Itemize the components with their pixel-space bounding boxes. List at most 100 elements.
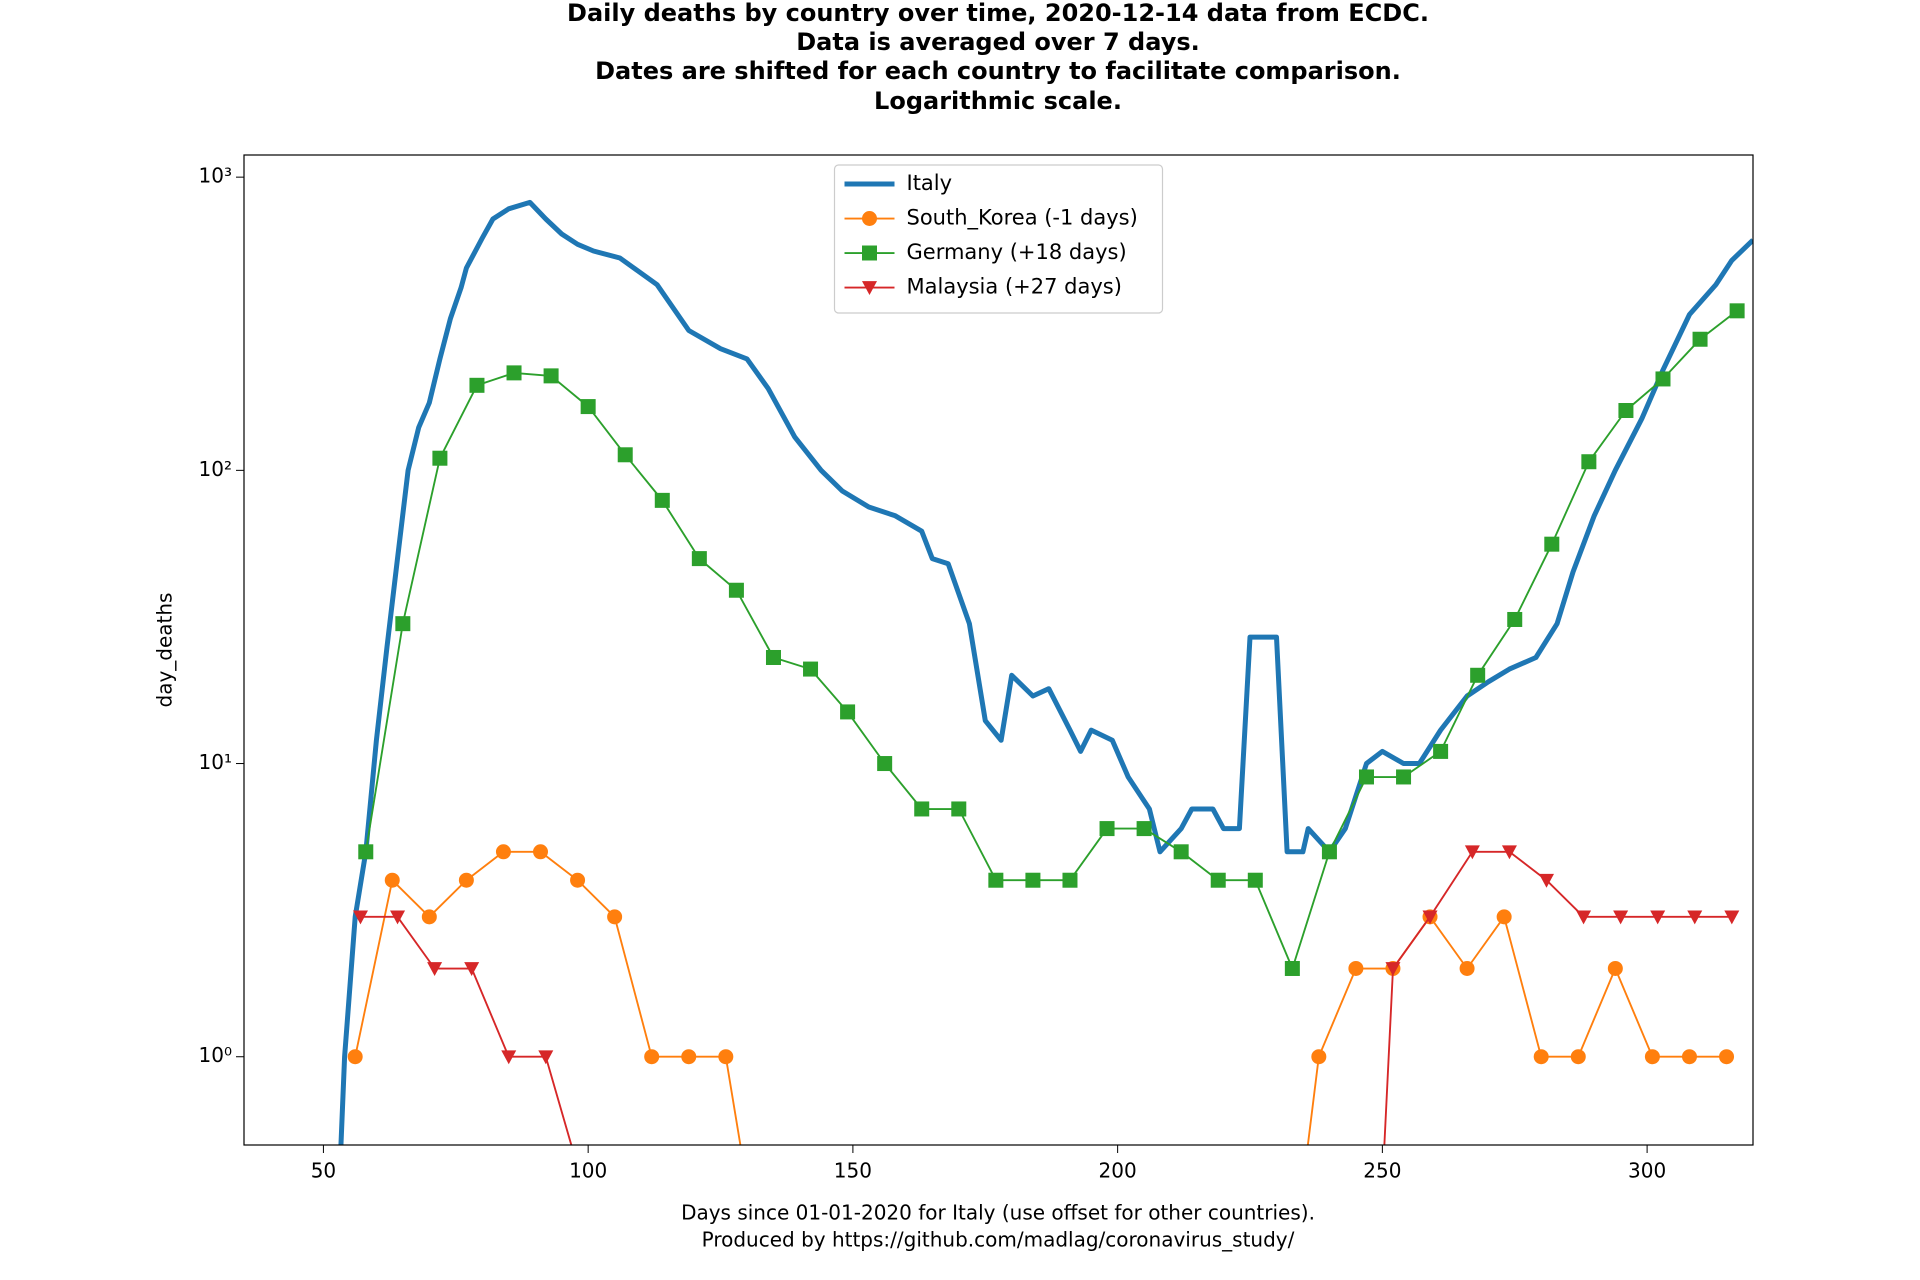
marker [1459,960,1475,976]
marker [384,872,400,888]
marker [765,649,781,665]
marker [1539,873,1555,888]
plot-frame [243,154,1754,1146]
marker [1099,821,1115,837]
marker [458,872,474,888]
x-tick-label: 300 [1628,1159,1666,1183]
marker [506,365,522,381]
marker [1284,960,1300,976]
marker [347,1049,363,1065]
marker [358,844,374,860]
marker [352,910,368,925]
x-tick-label: 100 [569,1159,607,1183]
marker [395,616,411,632]
marker [421,909,437,925]
marker [1719,1049,1735,1065]
marker [654,492,670,508]
marker [1470,667,1486,683]
marker [432,450,448,466]
marker [1692,331,1708,347]
y-tick-label: 10³ [199,164,232,188]
marker [1321,844,1337,860]
marker [469,377,485,393]
legend-marker [862,245,877,261]
marker [1650,910,1666,925]
legend-label: South_Korea (-1 days) [907,206,1138,231]
marker [1687,910,1703,925]
marker [1348,960,1364,976]
x-tick-label: 50 [311,1159,336,1183]
marker [988,872,1004,888]
chart-title: Dates are shifted for each country to fa… [595,57,1401,85]
marker [390,910,406,925]
marker [1136,821,1152,837]
marker [1025,872,1041,888]
x-tick-label: 250 [1363,1159,1401,1183]
marker [681,1049,697,1065]
legend-label: Germany (+18 days) [907,240,1127,264]
marker [1173,844,1189,860]
marker [1724,910,1740,925]
y-tick-label: 10¹ [199,750,232,774]
legend-box [833,164,1164,314]
marker [877,756,893,772]
marker [740,1178,755,1193]
marker [1644,1049,1660,1065]
series-line [364,310,1738,970]
plot-area [338,199,1753,1193]
marker [1681,1049,1697,1065]
marker [1576,910,1592,925]
marker [1607,960,1623,976]
marker [1544,536,1560,552]
marker [617,447,633,463]
y-axis-label: day_deaths [153,593,177,708]
marker [840,704,856,720]
chart-title: Data is averaged over 7 days. [796,28,1200,56]
marker [1396,769,1412,785]
marker [1655,371,1671,387]
marker [1433,743,1449,759]
marker [533,844,549,860]
marker [1385,962,1401,976]
x-tick-label: 150 [834,1159,872,1183]
marker [728,582,744,598]
marker [543,368,559,384]
series-line [360,850,1732,1145]
marker [644,1049,660,1065]
marker [580,399,596,415]
marker [1496,909,1512,925]
marker [1570,1049,1586,1065]
marker [607,909,623,925]
marker [1533,1049,1549,1065]
marker [718,1049,734,1065]
marker [1464,845,1480,860]
marker [1062,872,1078,888]
marker [1507,611,1523,627]
marker [1729,303,1745,319]
marker [1311,1049,1327,1065]
marker [427,962,443,976]
legend-label: Malaysia (+27 days) [907,275,1122,299]
marker [538,1050,554,1065]
x-axis-label: Days since 01-01-2020 for Italy (use off… [681,1201,1315,1225]
legend: Italy South_Korea (-1 days) Germany (+18 d… [833,164,1164,314]
marker [951,801,967,817]
marker [501,1050,517,1065]
y-tick-label: 10⁰ [199,1043,232,1067]
x-axis-label: Produced by https://github.com/madlag/co… [702,1228,1295,1252]
marker [1358,769,1374,785]
legend-label: Italy [907,171,953,195]
marker [1295,1178,1310,1193]
marker [1422,910,1438,925]
y-tick-label: 10² [199,457,232,481]
marker [1210,872,1226,888]
series-line [338,199,1753,1145]
marker [691,551,707,567]
marker [1618,402,1634,418]
marker [1501,845,1517,860]
x-tick-label: 200 [1099,1159,1137,1183]
marker [570,872,586,888]
legend-marker [862,211,877,226]
marker [914,801,930,817]
